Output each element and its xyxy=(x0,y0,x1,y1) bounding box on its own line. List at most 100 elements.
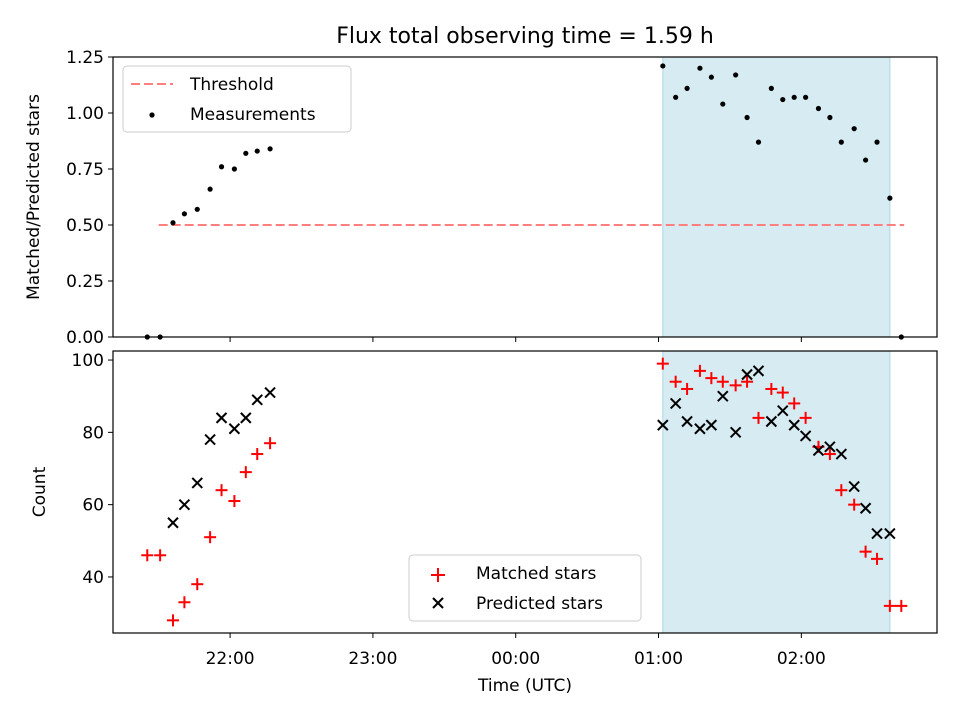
predicted-star-point xyxy=(694,423,706,435)
top-ytick-label: 1.00 xyxy=(66,104,104,124)
measurement-point xyxy=(170,220,176,226)
matched-star-point xyxy=(681,382,694,395)
measurement-point xyxy=(827,114,833,121)
matched-star-point xyxy=(693,364,706,377)
top-plot-area: 0.00 0.25 0.50 0.75 1.00 1.25 xyxy=(66,48,938,348)
predicted-star-point xyxy=(669,397,682,410)
legend-predicted-label: Predicted stars xyxy=(476,594,603,614)
measurement-point xyxy=(733,72,739,78)
matched-star-point xyxy=(166,614,179,627)
measurement-point xyxy=(207,186,213,192)
predicted-star-point xyxy=(741,368,753,381)
bottom-xtick-label: 01:00 xyxy=(634,649,683,669)
matched-star-point xyxy=(239,466,252,479)
predicted-star-point xyxy=(717,390,729,402)
measurement-point xyxy=(887,195,893,201)
predicted-star-point xyxy=(215,412,228,424)
matched-star-point xyxy=(705,372,718,385)
predicted-star-point xyxy=(191,477,203,489)
top-observing-window xyxy=(662,56,891,338)
measurement-point xyxy=(218,164,225,170)
predicted-star-point xyxy=(657,419,669,431)
predicted-star-point xyxy=(788,419,800,431)
matched-star-point xyxy=(251,448,264,461)
predicted-star-point xyxy=(799,430,812,442)
matched-star-point xyxy=(848,498,861,511)
measurement-point xyxy=(755,139,762,145)
predicted-star-point xyxy=(777,404,789,417)
matched-star-point xyxy=(264,437,277,450)
matched-star-point xyxy=(752,411,765,424)
measurement-point xyxy=(231,166,237,172)
measurement-point xyxy=(838,139,844,145)
matched-star-point xyxy=(871,552,884,565)
measurement-point xyxy=(780,96,786,103)
matched-star-point xyxy=(776,386,789,399)
predicted-star-point xyxy=(167,517,179,529)
predicted-star-point xyxy=(178,498,191,511)
matched-star-point xyxy=(669,375,682,388)
matched-star-point xyxy=(178,596,191,609)
top-ytick-label: 1.25 xyxy=(66,48,104,68)
matched-star-point xyxy=(656,357,669,370)
top-ytick-label: 0.50 xyxy=(66,216,104,236)
predicted-star-point xyxy=(204,433,216,446)
legend-threshold-label: Threshold xyxy=(189,75,274,95)
predicted-star-point xyxy=(871,527,883,540)
measurement-point xyxy=(815,105,822,112)
top-y-axis-label: Matched/Predicted stars xyxy=(24,94,44,300)
measurement-point xyxy=(194,206,200,212)
top-legend-box xyxy=(122,65,352,133)
bottom-xtick-label: 23:00 xyxy=(348,649,397,669)
bottom-legend: Matched stars Predicted stars xyxy=(408,554,642,622)
measurement-point xyxy=(851,126,857,132)
top-ytick-label: 0.25 xyxy=(66,272,104,292)
measurement-point xyxy=(768,85,774,91)
predicted-star-point xyxy=(848,480,860,493)
measurement-point xyxy=(181,211,188,217)
matched-star-point xyxy=(141,549,154,562)
measurement-point xyxy=(708,74,714,80)
bottom-plot-area: 40 60 80 100 22:00 23:00 00:00 01:00 02:00 xyxy=(72,350,938,669)
measurement-point xyxy=(660,63,666,69)
legend-matched-swatch xyxy=(431,568,445,582)
matched-star-point xyxy=(835,484,848,497)
predicted-star-point xyxy=(884,527,896,540)
predicted-star-point xyxy=(228,423,241,435)
matched-star-point xyxy=(895,599,908,612)
measurement-point xyxy=(673,94,679,100)
measurement-point xyxy=(874,139,880,145)
predicted-star-point xyxy=(729,426,742,439)
legend-predicted-swatch xyxy=(432,597,444,609)
predicted-star-point xyxy=(240,412,252,424)
predicted-star-point xyxy=(705,419,718,431)
predicted-star-point xyxy=(812,444,825,457)
matched-star-point xyxy=(765,382,778,395)
bottom-legend-box xyxy=(408,554,642,622)
bottom-observing-window xyxy=(662,350,891,634)
predicted-star-point xyxy=(264,386,276,399)
top-legend: Threshold Measurements xyxy=(122,65,352,133)
matched-star-point xyxy=(154,549,167,562)
measurement-point xyxy=(267,146,273,152)
measurement-point xyxy=(684,85,690,91)
legend-measurements-swatch xyxy=(149,112,155,118)
predicted-star-point xyxy=(835,448,848,460)
measurement-point xyxy=(862,157,869,163)
predicted-star-point xyxy=(251,394,263,406)
predicted-star-point xyxy=(824,441,836,453)
matched-star-point xyxy=(215,484,228,497)
measurement-point xyxy=(791,94,797,100)
matched-star-point xyxy=(859,545,872,558)
top-ytick-label: 0.00 xyxy=(66,328,104,348)
matched-star-point xyxy=(228,495,241,508)
matched-star-point xyxy=(741,375,754,388)
predicted-star-point xyxy=(681,415,693,428)
measurement-point xyxy=(803,94,809,100)
matched-star-point xyxy=(716,375,729,388)
bottom-x-axis-label: Time (UTC) xyxy=(477,676,572,696)
predicted-star-point xyxy=(765,415,778,428)
matched-star-point xyxy=(729,379,742,392)
top-ytick-label: 0.75 xyxy=(66,160,104,180)
